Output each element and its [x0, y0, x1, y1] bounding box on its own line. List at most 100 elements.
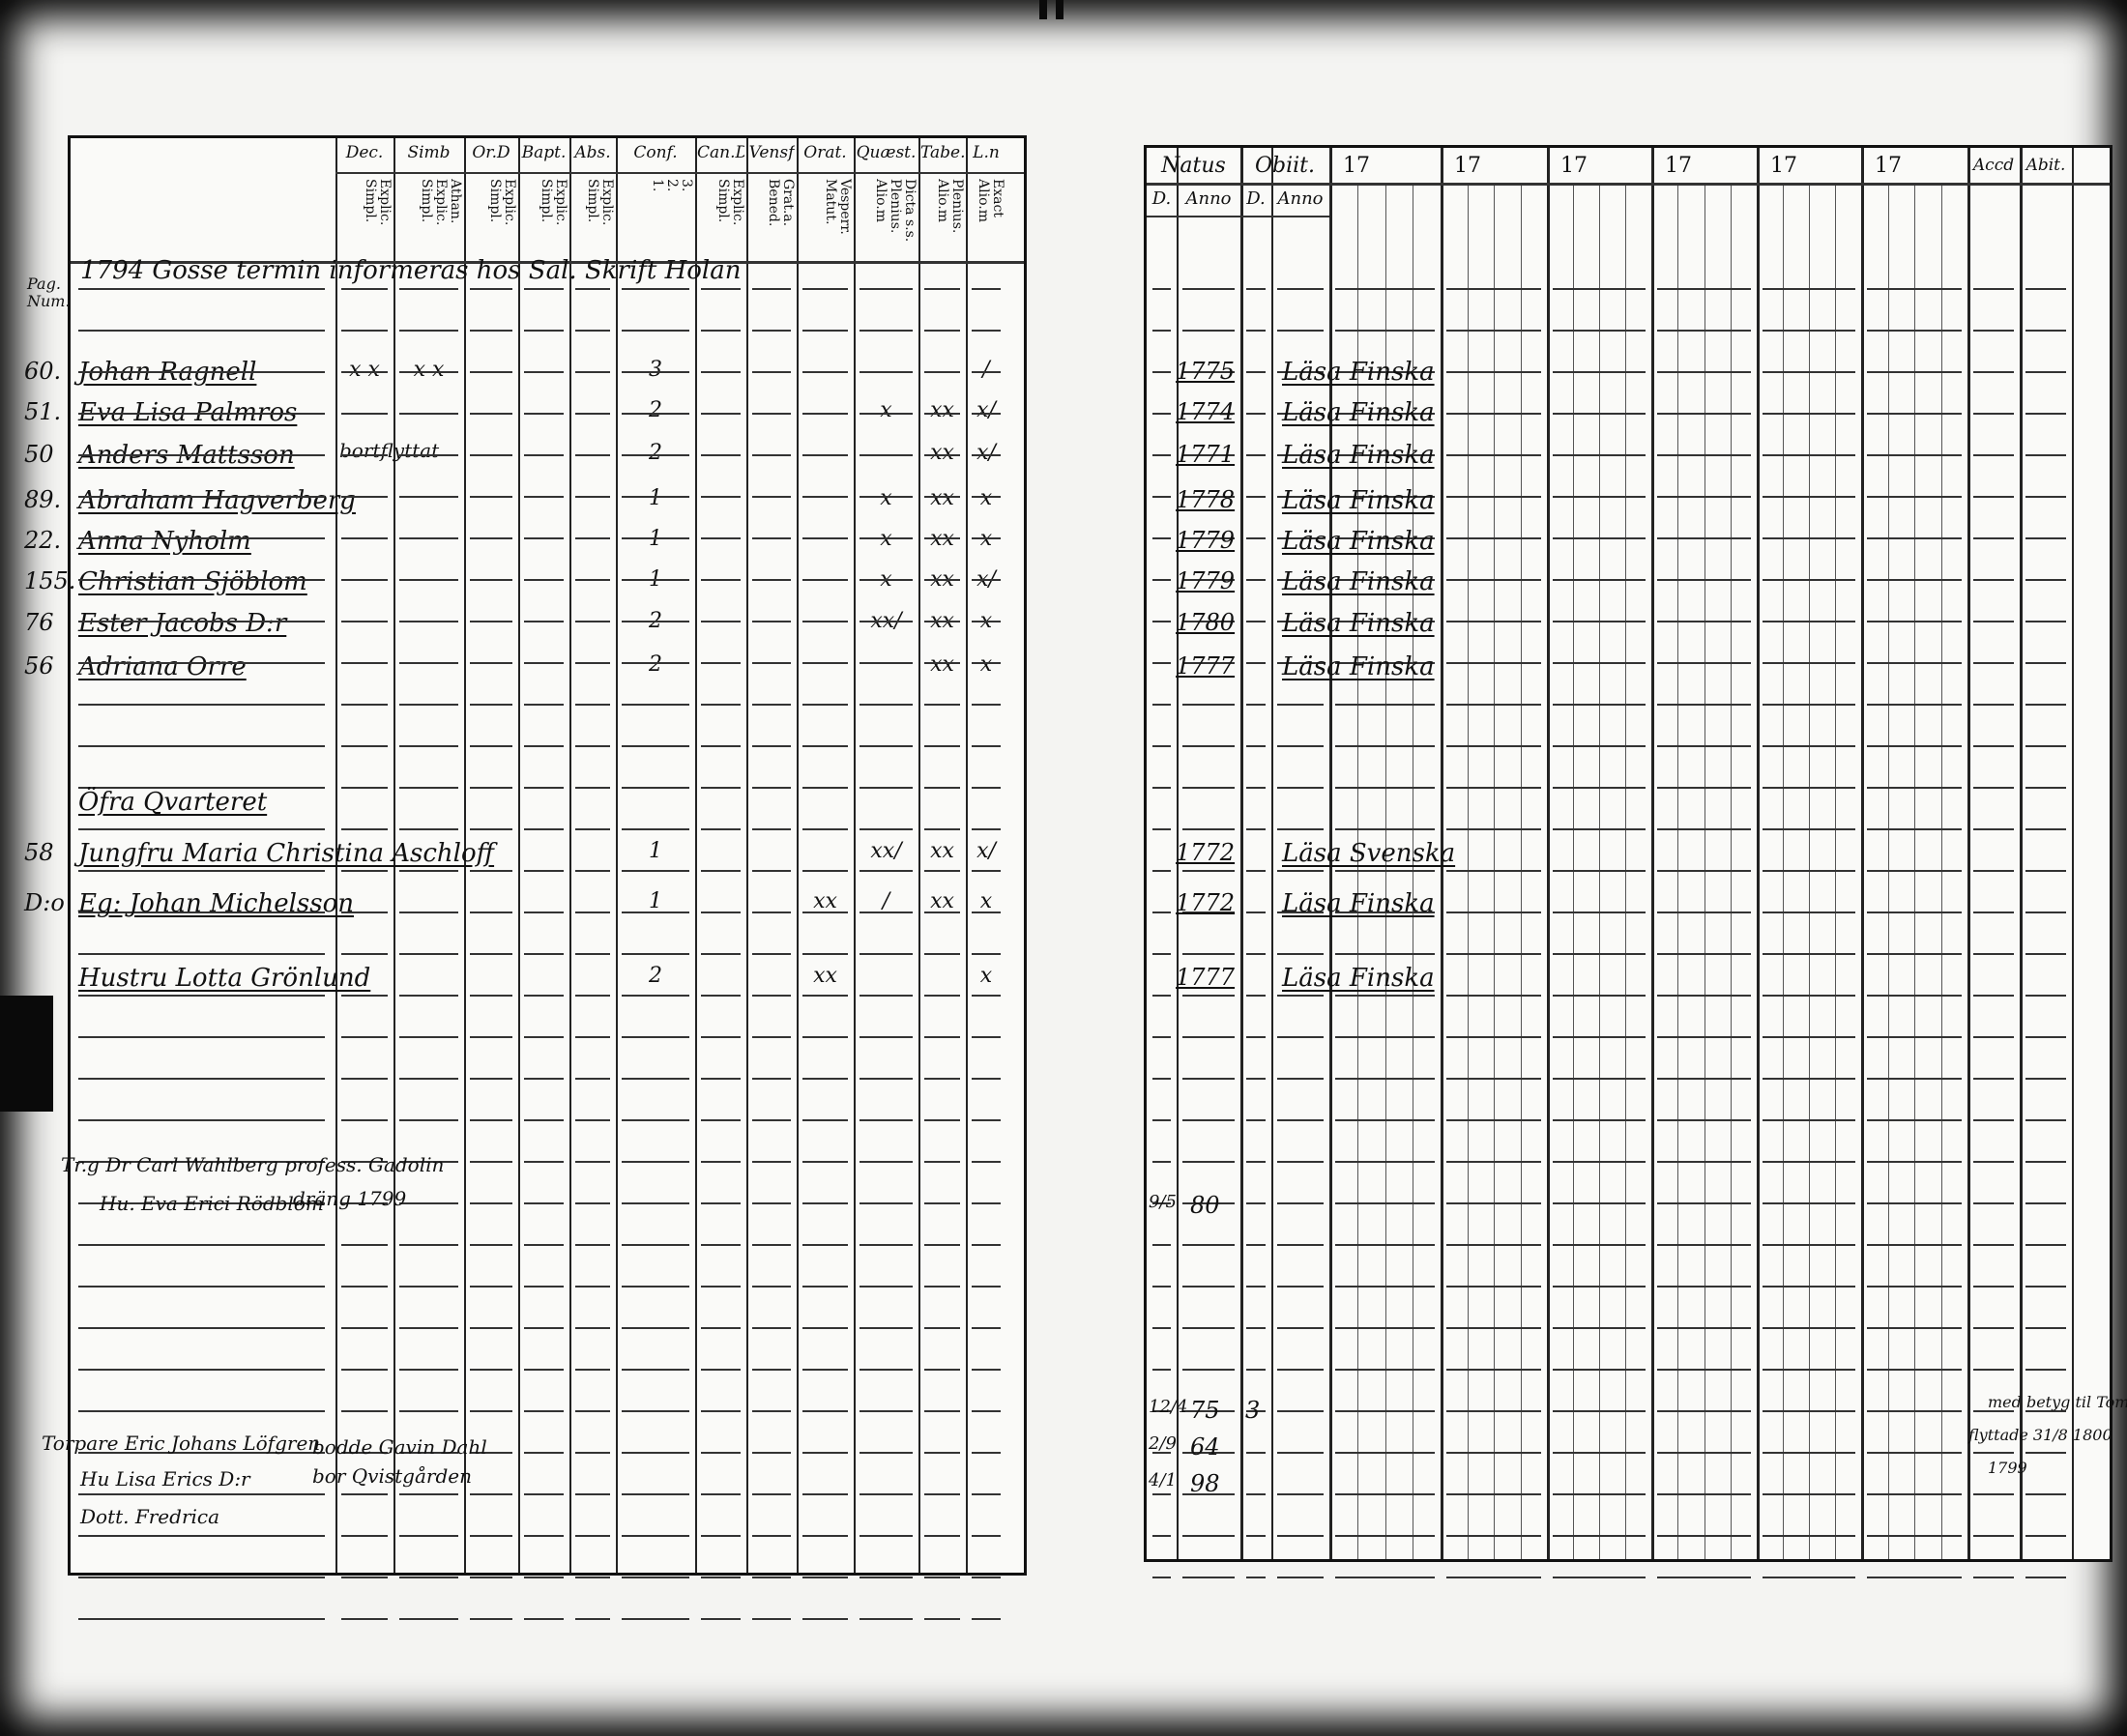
row-dash — [1246, 1078, 1266, 1080]
row-dash — [752, 413, 791, 415]
row-dash — [752, 911, 791, 913]
row-dash — [2025, 704, 2066, 706]
row-dash — [622, 1618, 689, 1620]
row-dash — [1657, 745, 1751, 747]
row-dash — [341, 1577, 388, 1578]
row-dash — [575, 787, 610, 789]
row-mark: xx — [813, 889, 837, 913]
name-row-line — [78, 1493, 325, 1495]
row-dash — [860, 1078, 913, 1080]
row-dash — [802, 745, 848, 747]
row-dash — [399, 704, 458, 706]
reading-ability: Läsa Svenska — [1282, 839, 1456, 868]
row-dash — [2025, 911, 2066, 913]
row-dash — [575, 745, 610, 747]
row-dash — [341, 745, 388, 747]
row-dash — [1973, 662, 2014, 664]
row-dash — [399, 413, 458, 415]
row-dash — [622, 1161, 689, 1163]
row-dash — [1553, 870, 1646, 872]
row-dash — [575, 1036, 610, 1038]
year-subcolumn — [1494, 185, 1495, 1559]
row-dash — [1973, 496, 2014, 498]
row-mark: xx — [930, 441, 954, 465]
column-header-4: Abs. — [574, 143, 611, 162]
name-row-line — [78, 1452, 325, 1454]
row-dash — [399, 787, 458, 789]
row-dash — [2025, 330, 2066, 332]
row-dash — [701, 1286, 741, 1288]
row-dash — [1763, 371, 1855, 373]
row-dash — [1182, 1577, 1235, 1578]
row-dash — [622, 579, 689, 581]
row-dash — [1246, 537, 1266, 539]
row-dash — [752, 371, 791, 373]
row-dash — [1246, 1286, 1266, 1288]
row-dash — [1867, 288, 1962, 290]
row-dash — [701, 662, 741, 664]
row-dash — [972, 454, 1001, 456]
row-dash — [752, 621, 791, 622]
row-dash — [924, 454, 960, 456]
row-dash — [1867, 1535, 1962, 1537]
row-dash — [860, 1161, 913, 1163]
row-dash — [399, 995, 458, 997]
row-dash — [1973, 1493, 2014, 1495]
row-dash — [860, 1535, 913, 1537]
row-dash — [1867, 537, 1962, 539]
row-dash — [802, 704, 848, 706]
column-subheader-1: Athan. Explic. Simpl. — [419, 179, 462, 226]
obiit-day-header: D. — [1246, 188, 1266, 209]
row-dash — [1553, 828, 1646, 830]
row-dash — [399, 870, 458, 872]
row-dash — [470, 1036, 512, 1038]
row-number: 60. — [24, 358, 62, 385]
row-dash — [1152, 537, 1171, 539]
row-dash — [2025, 870, 2066, 872]
person-name: Ester Jacobs D:r — [78, 609, 287, 638]
row-dash — [1246, 330, 1266, 332]
row-dash — [1763, 953, 1855, 955]
row-dash — [524, 1577, 564, 1578]
row-dash — [341, 288, 388, 290]
row-dash — [575, 454, 610, 456]
column-divider — [797, 138, 799, 1573]
row-dash — [1763, 454, 1855, 456]
row-dash — [924, 288, 960, 290]
row-dash — [972, 953, 1001, 955]
row-dash — [470, 1577, 512, 1578]
row-dash — [1867, 1493, 1962, 1495]
row-dash — [860, 579, 913, 581]
row-dash — [1763, 1410, 1855, 1412]
row-dash — [524, 1327, 564, 1329]
row-dash — [1867, 1327, 1962, 1329]
row-dash — [1246, 911, 1266, 913]
row-dash — [1973, 288, 2014, 290]
row-dash — [860, 787, 913, 789]
row-dash — [575, 828, 610, 830]
row-dash — [2025, 1577, 2066, 1578]
row-dash — [802, 1410, 848, 1412]
column-divider — [1651, 148, 1654, 1559]
spine-mark — [1039, 0, 1047, 19]
row-dash — [1446, 704, 1541, 706]
column-subheader-4: Explic. Simpl. — [585, 179, 614, 226]
row-dash — [1973, 1244, 2014, 1246]
row-dash — [524, 371, 564, 373]
reading-ability: Läsa Finska — [1282, 441, 1435, 470]
row-dash — [1277, 1369, 1324, 1371]
year-subcolumn — [1783, 185, 1784, 1559]
row-dash — [2025, 1452, 2066, 1454]
row-dash — [1246, 870, 1266, 872]
row-dash — [1182, 1452, 1235, 1454]
person-name: Jungfru Maria Christina Aschloff — [78, 839, 495, 868]
row-dash — [1446, 579, 1541, 581]
row-dash — [399, 1410, 458, 1412]
row-dash — [575, 1119, 610, 1121]
row-dash — [924, 537, 960, 539]
row-dash — [1867, 1036, 1962, 1038]
row-number: 89. — [24, 486, 62, 513]
row-dash — [1763, 288, 1855, 290]
row-dash — [399, 953, 458, 955]
row-dash — [1973, 1410, 2014, 1412]
